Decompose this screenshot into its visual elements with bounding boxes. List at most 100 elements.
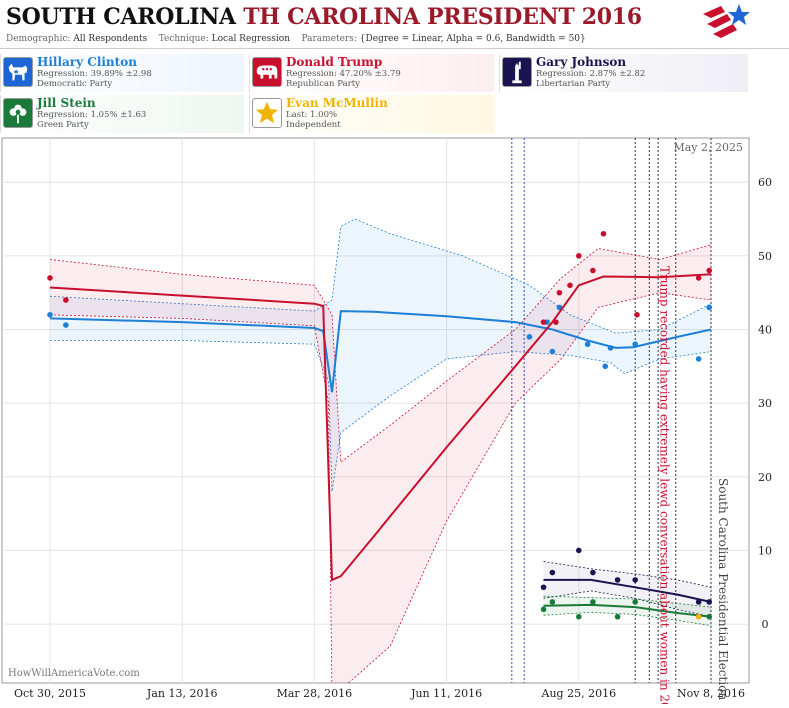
y-tick-label: 20 — [758, 471, 772, 484]
candidate-stat: Regression: 47.20% ±3.79 — [286, 69, 401, 79]
poll-point — [549, 599, 556, 605]
poll-point — [590, 599, 596, 605]
poll-point — [553, 319, 559, 325]
confidence-lower-line — [543, 590, 712, 618]
poll-point — [632, 599, 639, 605]
poll-point — [540, 584, 547, 591]
poll-point — [632, 341, 639, 348]
poll-point — [695, 599, 702, 605]
poll-point — [63, 297, 69, 303]
x-tick-label: Oct 30, 2015 — [14, 687, 86, 700]
y-tick-label: 10 — [758, 544, 772, 557]
y-tick-label: 30 — [758, 397, 772, 410]
poll-point — [706, 267, 713, 274]
x-tick-label: Jan 13, 2016 — [146, 687, 218, 700]
candidate-name: Jill Stein — [37, 96, 96, 110]
poll-point — [614, 577, 621, 583]
elephant-icon — [252, 57, 282, 87]
poll-point — [706, 599, 713, 605]
y-tick-label: 60 — [758, 176, 772, 189]
title-state: SOUTH CAROLINA — [6, 4, 236, 30]
page-title: SOUTH CAROLINA TH CAROLINA PRESIDENT 201… — [6, 4, 642, 30]
poll-point — [47, 311, 53, 318]
candidate-party: Democratic Party — [37, 79, 113, 89]
site-logo-icon — [703, 4, 750, 38]
poll-point — [540, 606, 547, 613]
y-tick-label: 40 — [758, 323, 772, 336]
poll-point — [602, 363, 609, 370]
technique-value: Local Regression — [211, 34, 291, 44]
poll-point — [47, 275, 53, 281]
x-tick-label: Mar 28, 2016 — [277, 687, 353, 700]
poll-point — [584, 341, 591, 348]
x-tick-label: Aug 25, 2016 — [541, 687, 617, 700]
demographic-value: All Respondents — [73, 34, 148, 44]
candidate-stat: Regression: 2.87% ±2.82 — [536, 69, 646, 79]
poll-point — [540, 319, 547, 325]
candidate-panel-johnson[interactable]: Gary Johnson Regression: 2.87% ±2.82 Lib… — [499, 54, 748, 92]
confidence-upper-line — [543, 595, 712, 608]
confidence-band — [50, 244, 711, 683]
poll-point — [526, 334, 533, 340]
poll-point — [607, 345, 614, 351]
poll-point — [576, 547, 582, 554]
poll-point — [695, 613, 702, 620]
technique-label: Technique: — [158, 34, 209, 44]
poll-point — [556, 289, 563, 296]
poll-point — [549, 348, 556, 355]
liberty-statue-icon — [502, 57, 532, 87]
confidence-upper-line — [49, 218, 712, 334]
demographic-label: Demographic: — [6, 34, 71, 44]
poll-point — [567, 282, 573, 289]
annotation-label: South Carolina Presidential Election — [716, 478, 730, 700]
trend-line — [49, 310, 712, 393]
candidate-party: Republican Party — [286, 79, 360, 89]
chart: Oct 30, 2015 Jan 13, 2016 Mar 28, 2016 Jun … — [0, 136, 789, 708]
candidate-panel-stein[interactable]: Jill Stein Regression: 1.05% ±1.63 Green… — [0, 95, 244, 133]
candidate-name: Evan McMullin — [286, 96, 388, 110]
candidate-panel-trump[interactable]: Donald Trump Regression: 47.20% ±3.79 Re… — [249, 54, 494, 92]
confidence-upper-line — [543, 561, 712, 588]
parameters-label: Parameters: — [301, 34, 357, 44]
poll-point — [590, 267, 596, 274]
poll-point — [576, 613, 582, 620]
poll-point — [600, 230, 607, 237]
candidate-stat: Last: 1.00% — [286, 110, 338, 120]
confidence-band — [50, 219, 711, 492]
poll-point — [706, 304, 713, 311]
donkey-icon — [3, 57, 33, 87]
y-tick-label: 50 — [758, 250, 772, 263]
poll-point — [632, 577, 639, 583]
candidate-party: Independent — [286, 120, 341, 130]
star-icon — [252, 98, 282, 128]
confidence-lower-line — [543, 611, 712, 626]
candidate-stat: Regression: 1.05% ±1.63 — [37, 110, 147, 120]
poll-point — [590, 569, 596, 576]
candidate-party: Libertarian Party — [536, 79, 611, 89]
poll-point — [634, 311, 640, 318]
confidence-upper-line — [49, 244, 712, 463]
title-race: TH CAROLINA PRESIDENT 2016 — [243, 4, 642, 30]
candidate-stat: Regression: 39.89% ±2.98 — [37, 69, 152, 79]
annotation-label: Trump recorded having extremely lewd con… — [658, 266, 672, 704]
candidate-party: Green Party — [37, 120, 89, 130]
poll-point — [576, 253, 582, 259]
parameters-line: Demographic: All Respondents Technique: … — [6, 34, 586, 44]
poll-point — [63, 322, 69, 328]
candidate-name: Hillary Clinton — [37, 55, 137, 69]
candidate-name: Donald Trump — [286, 55, 383, 69]
candidate-panel-mcmullin[interactable]: Evan McMullin Last: 1.00% Independent — [249, 95, 494, 133]
chart-svg: Oct 30, 2015 Jan 13, 2016 Mar 28, 2016 Jun … — [1, 137, 772, 708]
x-tick-label: Nov 8, 2016 — [677, 687, 745, 700]
trend-line — [49, 273, 712, 582]
poll-point — [695, 275, 702, 281]
header: SOUTH CAROLINA TH CAROLINA PRESIDENT 201… — [0, 0, 789, 49]
confidence-lower-line — [50, 340, 712, 492]
poll-point — [614, 613, 621, 620]
candidate-panel-clinton[interactable]: Hillary Clinton Regression: 39.89% ±2.98… — [0, 54, 244, 92]
watermark: HowWillAmericaVote.com — [8, 668, 140, 679]
poll-point — [695, 356, 702, 362]
confidence-band — [543, 596, 711, 626]
date-label: May 2, 2025 — [673, 141, 743, 154]
trend-line — [543, 578, 712, 603]
